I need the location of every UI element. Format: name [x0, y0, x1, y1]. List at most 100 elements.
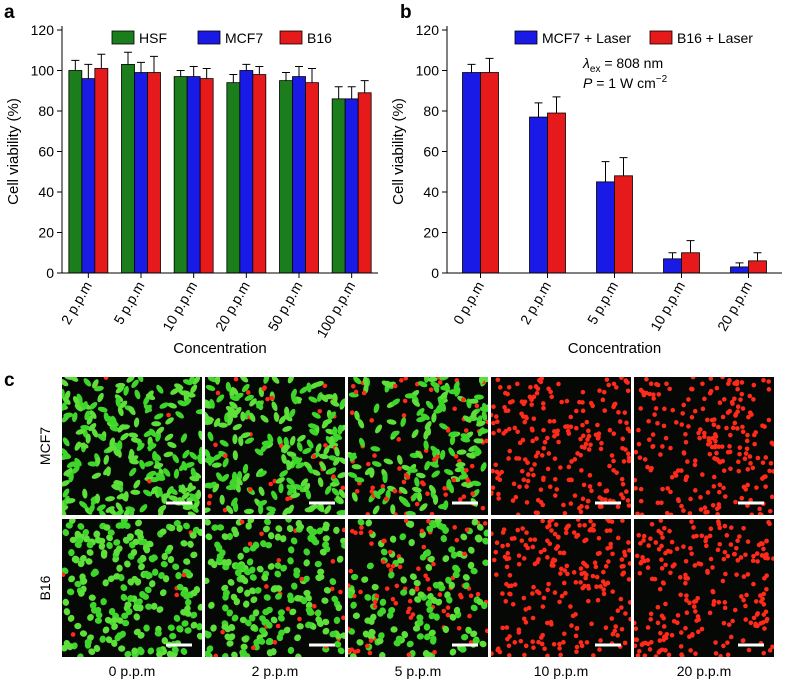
cell [556, 439, 561, 445]
bar [663, 258, 682, 274]
cell [761, 602, 767, 607]
cell [250, 623, 257, 632]
cell [296, 623, 304, 630]
cell [628, 616, 631, 622]
cell [525, 472, 531, 477]
cell [698, 427, 703, 432]
y-axis-title: Cell viability (%) [5, 98, 22, 205]
cell [416, 566, 421, 571]
cell [658, 630, 663, 636]
cell [750, 558, 756, 564]
cell [722, 523, 728, 529]
cell [350, 573, 359, 581]
cell [312, 538, 320, 546]
cell [596, 434, 601, 440]
bar [226, 82, 241, 274]
cell [279, 535, 287, 543]
cell [365, 519, 373, 527]
cell [67, 614, 75, 622]
cell [506, 653, 512, 657]
cell [247, 487, 253, 492]
cell [130, 437, 141, 443]
y-tick-label: 40 [423, 184, 439, 200]
cell [113, 573, 121, 580]
cell [456, 449, 467, 455]
cell [634, 553, 640, 559]
cell [216, 524, 225, 531]
cell [89, 401, 98, 410]
cell [68, 575, 76, 583]
cell [652, 412, 657, 417]
cell [129, 506, 135, 515]
cell [246, 558, 254, 566]
cell [530, 591, 535, 596]
error-bar [295, 65, 303, 77]
cell [606, 519, 612, 524]
cell [316, 620, 324, 628]
cell [252, 609, 260, 617]
cell [299, 576, 304, 582]
cell [77, 560, 85, 568]
cell [763, 455, 769, 460]
cell [549, 528, 554, 533]
cell [63, 468, 73, 476]
cell [369, 489, 375, 494]
cell [407, 598, 413, 604]
cell [453, 381, 460, 391]
cell [167, 624, 175, 631]
cell [702, 430, 707, 436]
cell [107, 415, 114, 426]
cell [531, 584, 536, 590]
cell [515, 429, 520, 435]
cell [89, 410, 97, 419]
cell [69, 519, 76, 525]
cell [419, 553, 427, 561]
cell [228, 633, 236, 641]
cell [730, 618, 735, 624]
cell [431, 561, 436, 567]
cell [675, 468, 681, 473]
cell [62, 437, 70, 447]
cell [695, 629, 701, 635]
y-tick-label: 100 [31, 63, 55, 79]
cell [190, 611, 198, 619]
cell [714, 450, 719, 456]
cell [161, 492, 171, 500]
cell [574, 649, 579, 655]
cell [505, 542, 511, 548]
cell [708, 526, 714, 532]
cell [421, 544, 427, 550]
cell [244, 394, 254, 402]
cell [506, 384, 512, 390]
cell [443, 468, 454, 476]
cell [570, 613, 576, 619]
x-tick-label: 100 p.p.m [313, 279, 358, 341]
cell [471, 519, 479, 526]
cell [323, 445, 330, 455]
cell [183, 398, 192, 406]
cell [190, 467, 197, 478]
cell [615, 504, 621, 510]
cell [748, 620, 754, 626]
cell [748, 497, 753, 503]
cell [390, 504, 396, 515]
cell [597, 481, 602, 487]
x-tick-label: 20 p.p.m [714, 279, 755, 334]
cell [322, 419, 333, 425]
cell [445, 576, 452, 584]
cell [720, 377, 725, 380]
cell [361, 390, 367, 396]
cell [519, 468, 525, 474]
cell [311, 411, 321, 419]
cell [733, 411, 739, 417]
y-tick-label: 0 [431, 265, 439, 281]
cell [92, 379, 99, 389]
cell [765, 555, 771, 561]
cell [109, 437, 116, 448]
cell [541, 445, 547, 451]
cell [711, 484, 717, 489]
cell [100, 598, 107, 606]
annotation-part: = 808 nm [600, 55, 663, 71]
cell [250, 645, 256, 651]
cell [370, 485, 375, 491]
